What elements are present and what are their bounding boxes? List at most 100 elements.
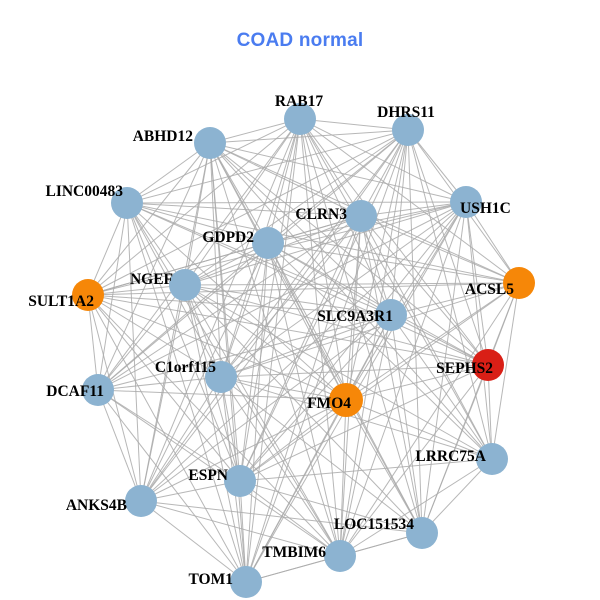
graph-edge	[140, 399, 347, 502]
graph-node[interactable]	[345, 200, 377, 232]
graph-node[interactable]	[82, 374, 114, 406]
graph-edge	[140, 500, 423, 534]
graph-edge	[209, 142, 362, 217]
graph-edge	[184, 284, 423, 534]
graph-node[interactable]	[194, 127, 226, 159]
graph-node[interactable]	[224, 465, 256, 497]
graph-edge	[126, 202, 392, 316]
graph-edge	[390, 314, 489, 366]
graph-node[interactable]	[230, 566, 262, 598]
graph-node-label: LINC00483	[45, 183, 123, 200]
graph-node-label: TOM1	[189, 571, 234, 588]
graph-edge	[126, 202, 520, 284]
graph-edge	[407, 129, 493, 460]
graph-node[interactable]	[284, 103, 316, 135]
graph-node[interactable]	[125, 485, 157, 517]
graph-edge	[245, 129, 409, 583]
graph-edge	[407, 129, 489, 366]
graph-edge	[97, 389, 142, 502]
graph-edge	[465, 201, 493, 460]
graph-edge	[184, 284, 341, 557]
graph-edge	[126, 202, 269, 244]
graph-edge	[239, 480, 341, 557]
graph-edge	[245, 118, 301, 583]
label-layer: RAB17 DHRS11 ABHD12 LINC00483 USH1C CLRN3 GDPD…	[28, 93, 514, 588]
edge-layer	[87, 118, 520, 583]
graph-edge	[140, 500, 341, 557]
graph-edge	[87, 294, 247, 583]
graph-edge	[421, 364, 489, 534]
graph-node[interactable]	[169, 269, 201, 301]
graph-edge	[390, 282, 520, 316]
graph-edge	[87, 284, 186, 296]
graph-node[interactable]	[72, 279, 104, 311]
graph-node[interactable]	[252, 227, 284, 259]
graph-edge	[87, 294, 347, 401]
graph-edge	[87, 294, 241, 482]
graph-edge	[126, 118, 301, 204]
graph-node[interactable]	[205, 361, 237, 393]
graph-edge	[126, 202, 241, 482]
graph-edge	[209, 142, 247, 583]
graph-edge	[87, 294, 341, 557]
graph-node[interactable]	[111, 187, 143, 219]
graph-edge	[239, 480, 247, 583]
graph-node-label: ABHD12	[133, 128, 194, 145]
graph-edge	[209, 142, 493, 460]
graph-edge	[220, 282, 520, 378]
graph-node-label: ESPN	[188, 467, 228, 484]
graph-edge	[209, 142, 269, 244]
graph-edge	[245, 555, 341, 583]
graph-edge	[299, 118, 489, 366]
graph-edge	[465, 201, 520, 284]
graph-node[interactable]	[476, 443, 508, 475]
graph-edge	[491, 282, 520, 460]
graph-node-label: DHRS11	[377, 104, 435, 121]
graph-node-label: SEPHS2	[436, 360, 493, 377]
graph-edge	[97, 314, 392, 391]
graph-edge	[339, 458, 493, 557]
graph-edge	[345, 201, 467, 401]
graph-node[interactable]	[472, 349, 504, 381]
graph-edge	[360, 129, 409, 217]
graph-edge	[339, 399, 347, 557]
graph-edge	[267, 242, 392, 316]
graph-node[interactable]	[375, 299, 407, 331]
graph-edge	[339, 364, 489, 557]
graph-edge	[97, 389, 341, 557]
graph-node[interactable]	[392, 114, 424, 146]
graph-edge	[87, 242, 269, 296]
graph-node-label: LOC151534	[334, 516, 414, 533]
graph-edge	[267, 242, 341, 557]
graph-edge	[87, 282, 520, 296]
graph-node[interactable]	[329, 383, 363, 417]
graph-node-label: RAB17	[275, 93, 323, 110]
graph-node[interactable]	[406, 517, 438, 549]
graph-edge	[299, 118, 520, 284]
graph-node[interactable]	[324, 540, 356, 572]
graph-node-label: ANKS4B	[66, 497, 127, 514]
graph-edge	[267, 242, 520, 284]
graph-edge	[267, 242, 347, 401]
graph-edge	[360, 215, 392, 316]
graph-edge	[184, 284, 247, 583]
graph-node[interactable]	[450, 186, 482, 218]
graph-edge	[184, 284, 489, 366]
graph-edge	[126, 129, 409, 204]
graph-edge	[390, 201, 467, 316]
graph-edge	[267, 129, 409, 244]
graph-edge	[339, 201, 467, 557]
graph-edge	[220, 129, 409, 378]
graph-edge	[239, 480, 423, 534]
graph-edge	[87, 294, 142, 502]
graph-edge	[360, 201, 467, 217]
graph-edge	[345, 282, 520, 401]
graph-edge	[267, 118, 301, 244]
graph-node-label: CLRN3	[295, 206, 347, 223]
graph-node[interactable]	[503, 267, 535, 299]
graph-edge	[407, 129, 423, 534]
graph-edge	[299, 118, 341, 557]
graph-node-label: TMBIM6	[262, 544, 326, 561]
